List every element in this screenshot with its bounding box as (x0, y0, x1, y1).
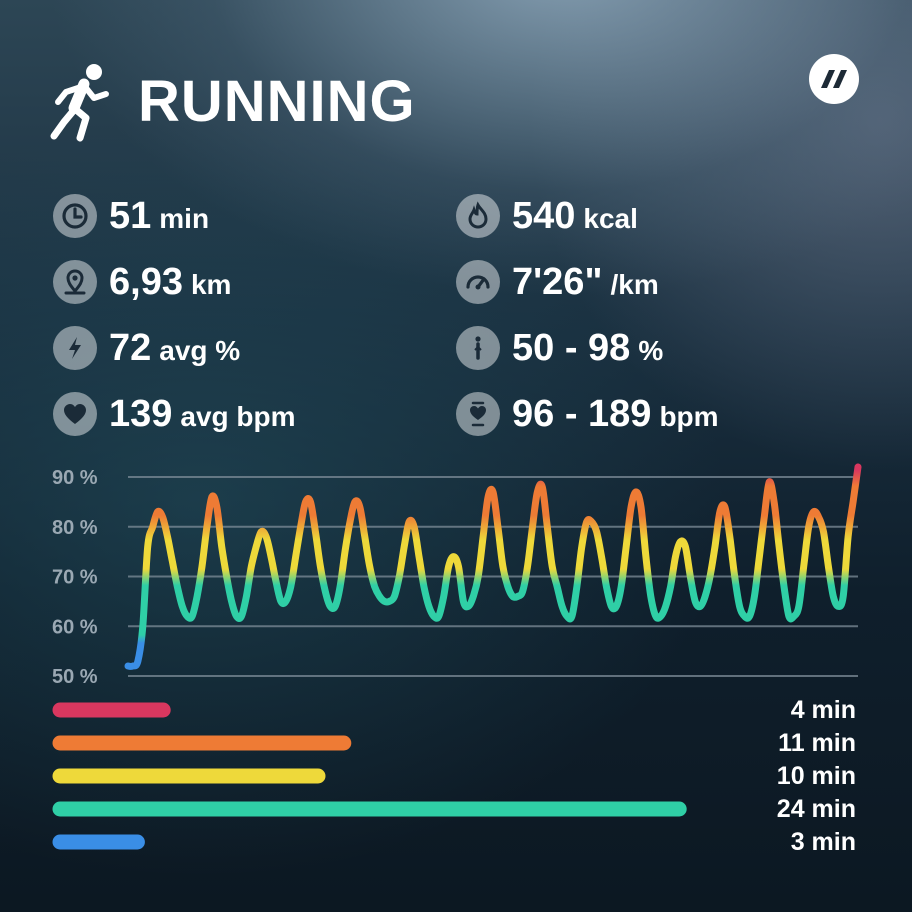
stat-value: 96 - 189 (512, 393, 652, 435)
stat-value: 540 (512, 195, 576, 237)
intensity-line (124, 463, 862, 670)
stat-duration: 51 min (53, 194, 209, 238)
zone-duration-label: 24 min (776, 795, 856, 823)
stat-unit: kcal (583, 203, 638, 234)
stat-unit: bpm (659, 401, 719, 432)
stat-distance: 6,93 km (53, 260, 231, 304)
stat-value: 7'26" (512, 261, 603, 303)
stat-pace: 7'26" /km (456, 260, 659, 304)
stat-calories: 540 kcal (456, 194, 638, 238)
stat-unit: avg % (159, 335, 241, 366)
clock-icon (53, 194, 97, 238)
stat-value: 50 - 98 (512, 327, 631, 369)
flame-icon (456, 194, 500, 238)
stat-unit: /km (610, 269, 659, 300)
app-logo (809, 54, 859, 104)
location-pin-icon (53, 260, 97, 304)
y-tick-label: 90 % (52, 467, 98, 489)
stat-unit: min (159, 203, 210, 234)
running-icon (50, 64, 109, 142)
zone-duration-label: 4 min (790, 696, 856, 724)
page-title: RUNNING (138, 69, 416, 134)
range-icon (456, 326, 500, 370)
zone-duration-label: 10 min (776, 762, 856, 790)
lightning-icon (53, 326, 97, 370)
stat-value: 72 (109, 327, 152, 369)
stat-unit: km (190, 269, 232, 300)
heart-range-icon (456, 392, 500, 436)
y-tick-label: 60 % (52, 616, 98, 638)
y-tick-label: 70 % (52, 567, 98, 589)
zone-duration-label: 3 min (790, 828, 856, 856)
stat-avg-heart-rate: 139 avg bpm (53, 392, 296, 436)
speedometer-icon (456, 260, 500, 304)
header: RUNNING (50, 62, 416, 142)
stat-value: 139 (109, 393, 173, 435)
stat-intensity-range: 50 - 98 % (456, 326, 663, 370)
zone-duration-label: 11 min (778, 729, 856, 757)
stat-unit: % (638, 335, 664, 366)
stat-heart-rate-range: 96 - 189 bpm (456, 392, 719, 436)
stat-unit: avg bpm (180, 401, 296, 432)
heart-icon (53, 392, 97, 436)
y-tick-label: 80 % (52, 517, 98, 539)
stat-value: 6,93 (109, 261, 183, 303)
y-tick-label: 50 % (52, 666, 98, 688)
stat-value: 51 (109, 195, 152, 237)
stat-avg-intensity: 72 avg % (53, 326, 240, 370)
